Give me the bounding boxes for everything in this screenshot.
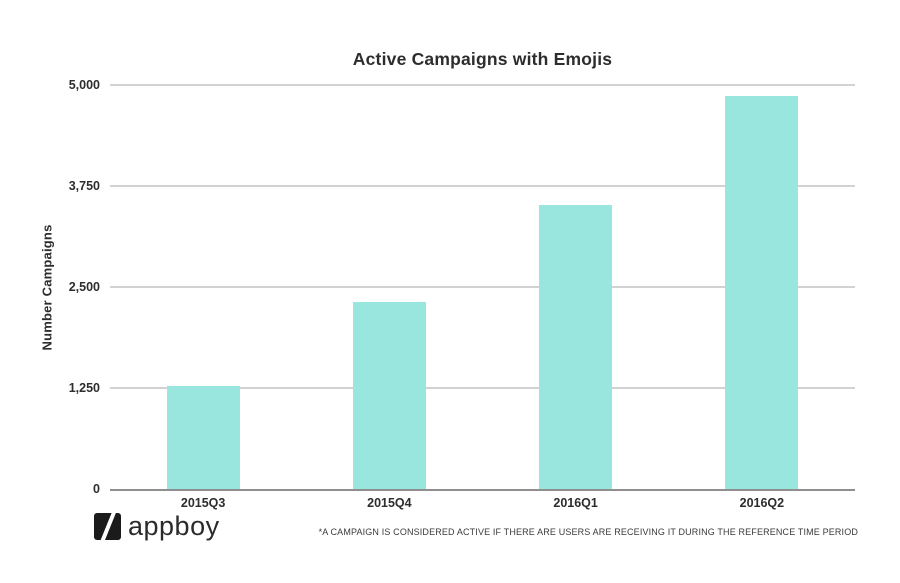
footnote: *A CAMPAIGN IS CONSIDERED ACTIVE IF THER… xyxy=(318,527,858,537)
x-tick-label: 2016Q1 xyxy=(553,496,598,510)
logo-text: appboy xyxy=(128,511,220,541)
y-tick-label: 2,500 xyxy=(68,280,100,294)
y-tick-label: 0 xyxy=(93,482,100,496)
gridline xyxy=(110,387,855,389)
bar-2016Q1 xyxy=(539,205,613,489)
slash-glyph xyxy=(99,513,116,540)
gridline xyxy=(110,185,855,187)
x-tick-label: 2016Q2 xyxy=(739,496,785,510)
bar-2015Q4 xyxy=(352,302,426,489)
chart-title: Active Campaigns with Emojis xyxy=(352,49,613,69)
y-tick-label: 3,750 xyxy=(68,179,100,193)
x-tick-label: 2015Q3 xyxy=(180,496,226,510)
gridline xyxy=(110,84,855,86)
bar-2016Q2 xyxy=(725,96,799,489)
x-tick-label: 2015Q4 xyxy=(367,496,412,510)
plot-area xyxy=(110,84,855,491)
appboy-slash-icon xyxy=(94,513,121,540)
appboy-logo: appboy xyxy=(94,513,220,540)
y-tick-label: 5,000 xyxy=(68,78,100,92)
y-tick-label: 1,250 xyxy=(68,381,100,395)
bar-2015Q3 xyxy=(166,385,240,489)
gridline xyxy=(110,286,855,288)
